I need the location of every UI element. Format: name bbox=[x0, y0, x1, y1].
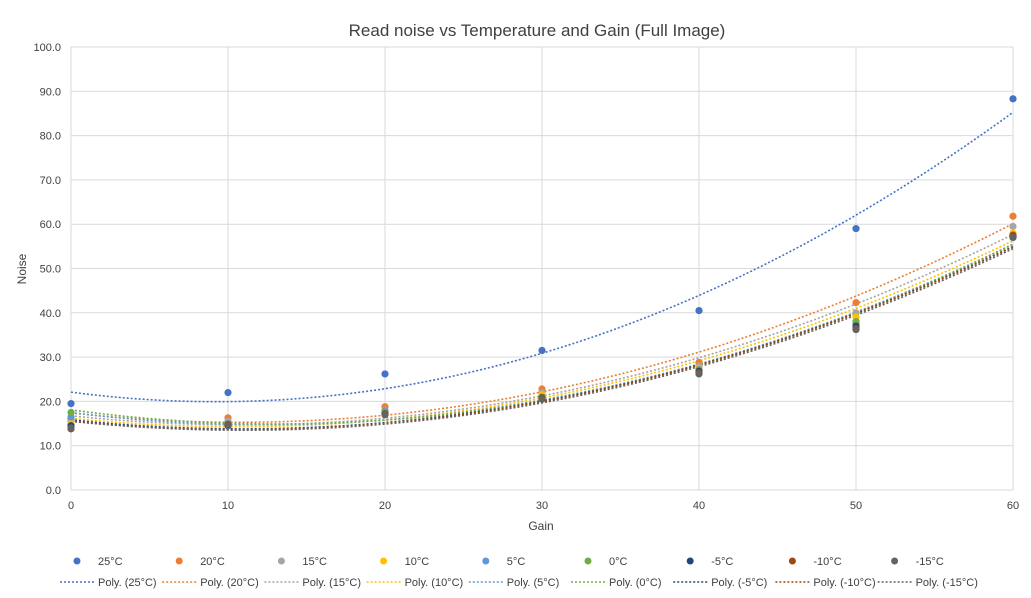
x-tick-label: 60 bbox=[1007, 500, 1019, 512]
data-point bbox=[1009, 95, 1017, 103]
data-point bbox=[1009, 212, 1017, 220]
legend-label: 15°C bbox=[302, 556, 327, 568]
x-tick-label: 20 bbox=[379, 500, 391, 512]
y-axis-ticks: 0.0 10.0 20.0 30.0 40.0 50.0 60.0 70.0 80.0 90.0 1… bbox=[33, 42, 61, 497]
legend: 25°C 20°C 15°C 10°C 5°C 0°C -5°C -10°C -15°C Poly… bbox=[60, 556, 978, 589]
legend-marker bbox=[584, 557, 592, 565]
legend-label: 25°C bbox=[98, 556, 123, 568]
legend-trend-label: Poly. (15°C) bbox=[302, 577, 361, 589]
x-axis-label: Gain bbox=[528, 519, 553, 533]
x-tick-label: 40 bbox=[693, 500, 705, 512]
legend-marker bbox=[277, 557, 285, 565]
y-tick-label: 20.0 bbox=[40, 396, 61, 408]
legend-label: 5°C bbox=[507, 556, 526, 568]
y-tick-label: 40.0 bbox=[40, 308, 61, 320]
legend-trend-label: Poly. (25°C) bbox=[98, 577, 157, 589]
legend-marker bbox=[175, 557, 183, 565]
data-point bbox=[381, 411, 389, 419]
trendline bbox=[70, 247, 1014, 432]
data-point bbox=[852, 326, 860, 334]
legend-label: 10°C bbox=[405, 556, 430, 568]
data-point bbox=[67, 408, 75, 417]
data-point bbox=[1009, 233, 1017, 242]
y-tick-label: 10.0 bbox=[40, 441, 61, 453]
legend-trend-label: Poly. (-5°C) bbox=[711, 577, 767, 589]
y-tick-label: 70.0 bbox=[40, 175, 61, 187]
data-point bbox=[67, 424, 75, 432]
legend-label: 0°C bbox=[609, 556, 628, 568]
legend-trend-label: Poly. (0°C) bbox=[609, 577, 661, 589]
legend-trend-label: Poly. (10°C) bbox=[405, 577, 464, 589]
y-tick-label: 0.0 bbox=[46, 485, 61, 497]
legend-trend-label: Poly. (5°C) bbox=[507, 577, 559, 589]
data-point bbox=[538, 395, 546, 403]
x-tick-label: 10 bbox=[222, 500, 234, 512]
legend-marker bbox=[686, 557, 694, 565]
x-tick-label: 0 bbox=[68, 500, 74, 512]
data-point bbox=[852, 299, 860, 307]
legend-marker bbox=[788, 557, 796, 565]
data-point bbox=[224, 388, 232, 397]
legend-trend-label: Poly. (-10°C) bbox=[813, 577, 875, 589]
y-tick-label: 100.0 bbox=[33, 42, 61, 54]
data-point bbox=[695, 306, 703, 315]
legend-trend-label: Poly. (-15°C) bbox=[916, 577, 978, 589]
legend-label: -10°C bbox=[813, 556, 841, 568]
legend-label: -15°C bbox=[916, 556, 944, 568]
legend-marker bbox=[482, 557, 490, 565]
legend-marker bbox=[891, 557, 899, 565]
chart-title: Read noise vs Temperature and Gain (Full… bbox=[349, 21, 726, 40]
legend-label: -5°C bbox=[711, 556, 733, 568]
y-tick-label: 50.0 bbox=[40, 264, 61, 276]
x-axis-ticks: 0 10 20 30 40 50 60 bbox=[68, 500, 1019, 512]
y-tick-label: 30.0 bbox=[40, 352, 61, 364]
legend-marker bbox=[380, 557, 388, 565]
data-point bbox=[695, 370, 703, 378]
x-tick-label: 30 bbox=[536, 500, 548, 512]
y-tick-label: 80.0 bbox=[40, 131, 61, 143]
data-point bbox=[852, 225, 860, 233]
data-point bbox=[381, 370, 389, 378]
legend-trend-label: Poly. (20°C) bbox=[200, 577, 259, 589]
data-points bbox=[67, 95, 1017, 433]
data-point bbox=[1009, 222, 1017, 231]
y-tick-label: 90.0 bbox=[40, 86, 61, 98]
data-point bbox=[538, 346, 546, 355]
y-tick-label: 60.0 bbox=[40, 219, 61, 231]
legend-label: 20°C bbox=[200, 556, 225, 568]
legend-marker bbox=[73, 557, 81, 565]
y-axis-label: Noise bbox=[15, 253, 29, 284]
x-tick-label: 50 bbox=[850, 500, 862, 512]
data-point bbox=[224, 422, 232, 430]
data-point bbox=[67, 400, 75, 408]
